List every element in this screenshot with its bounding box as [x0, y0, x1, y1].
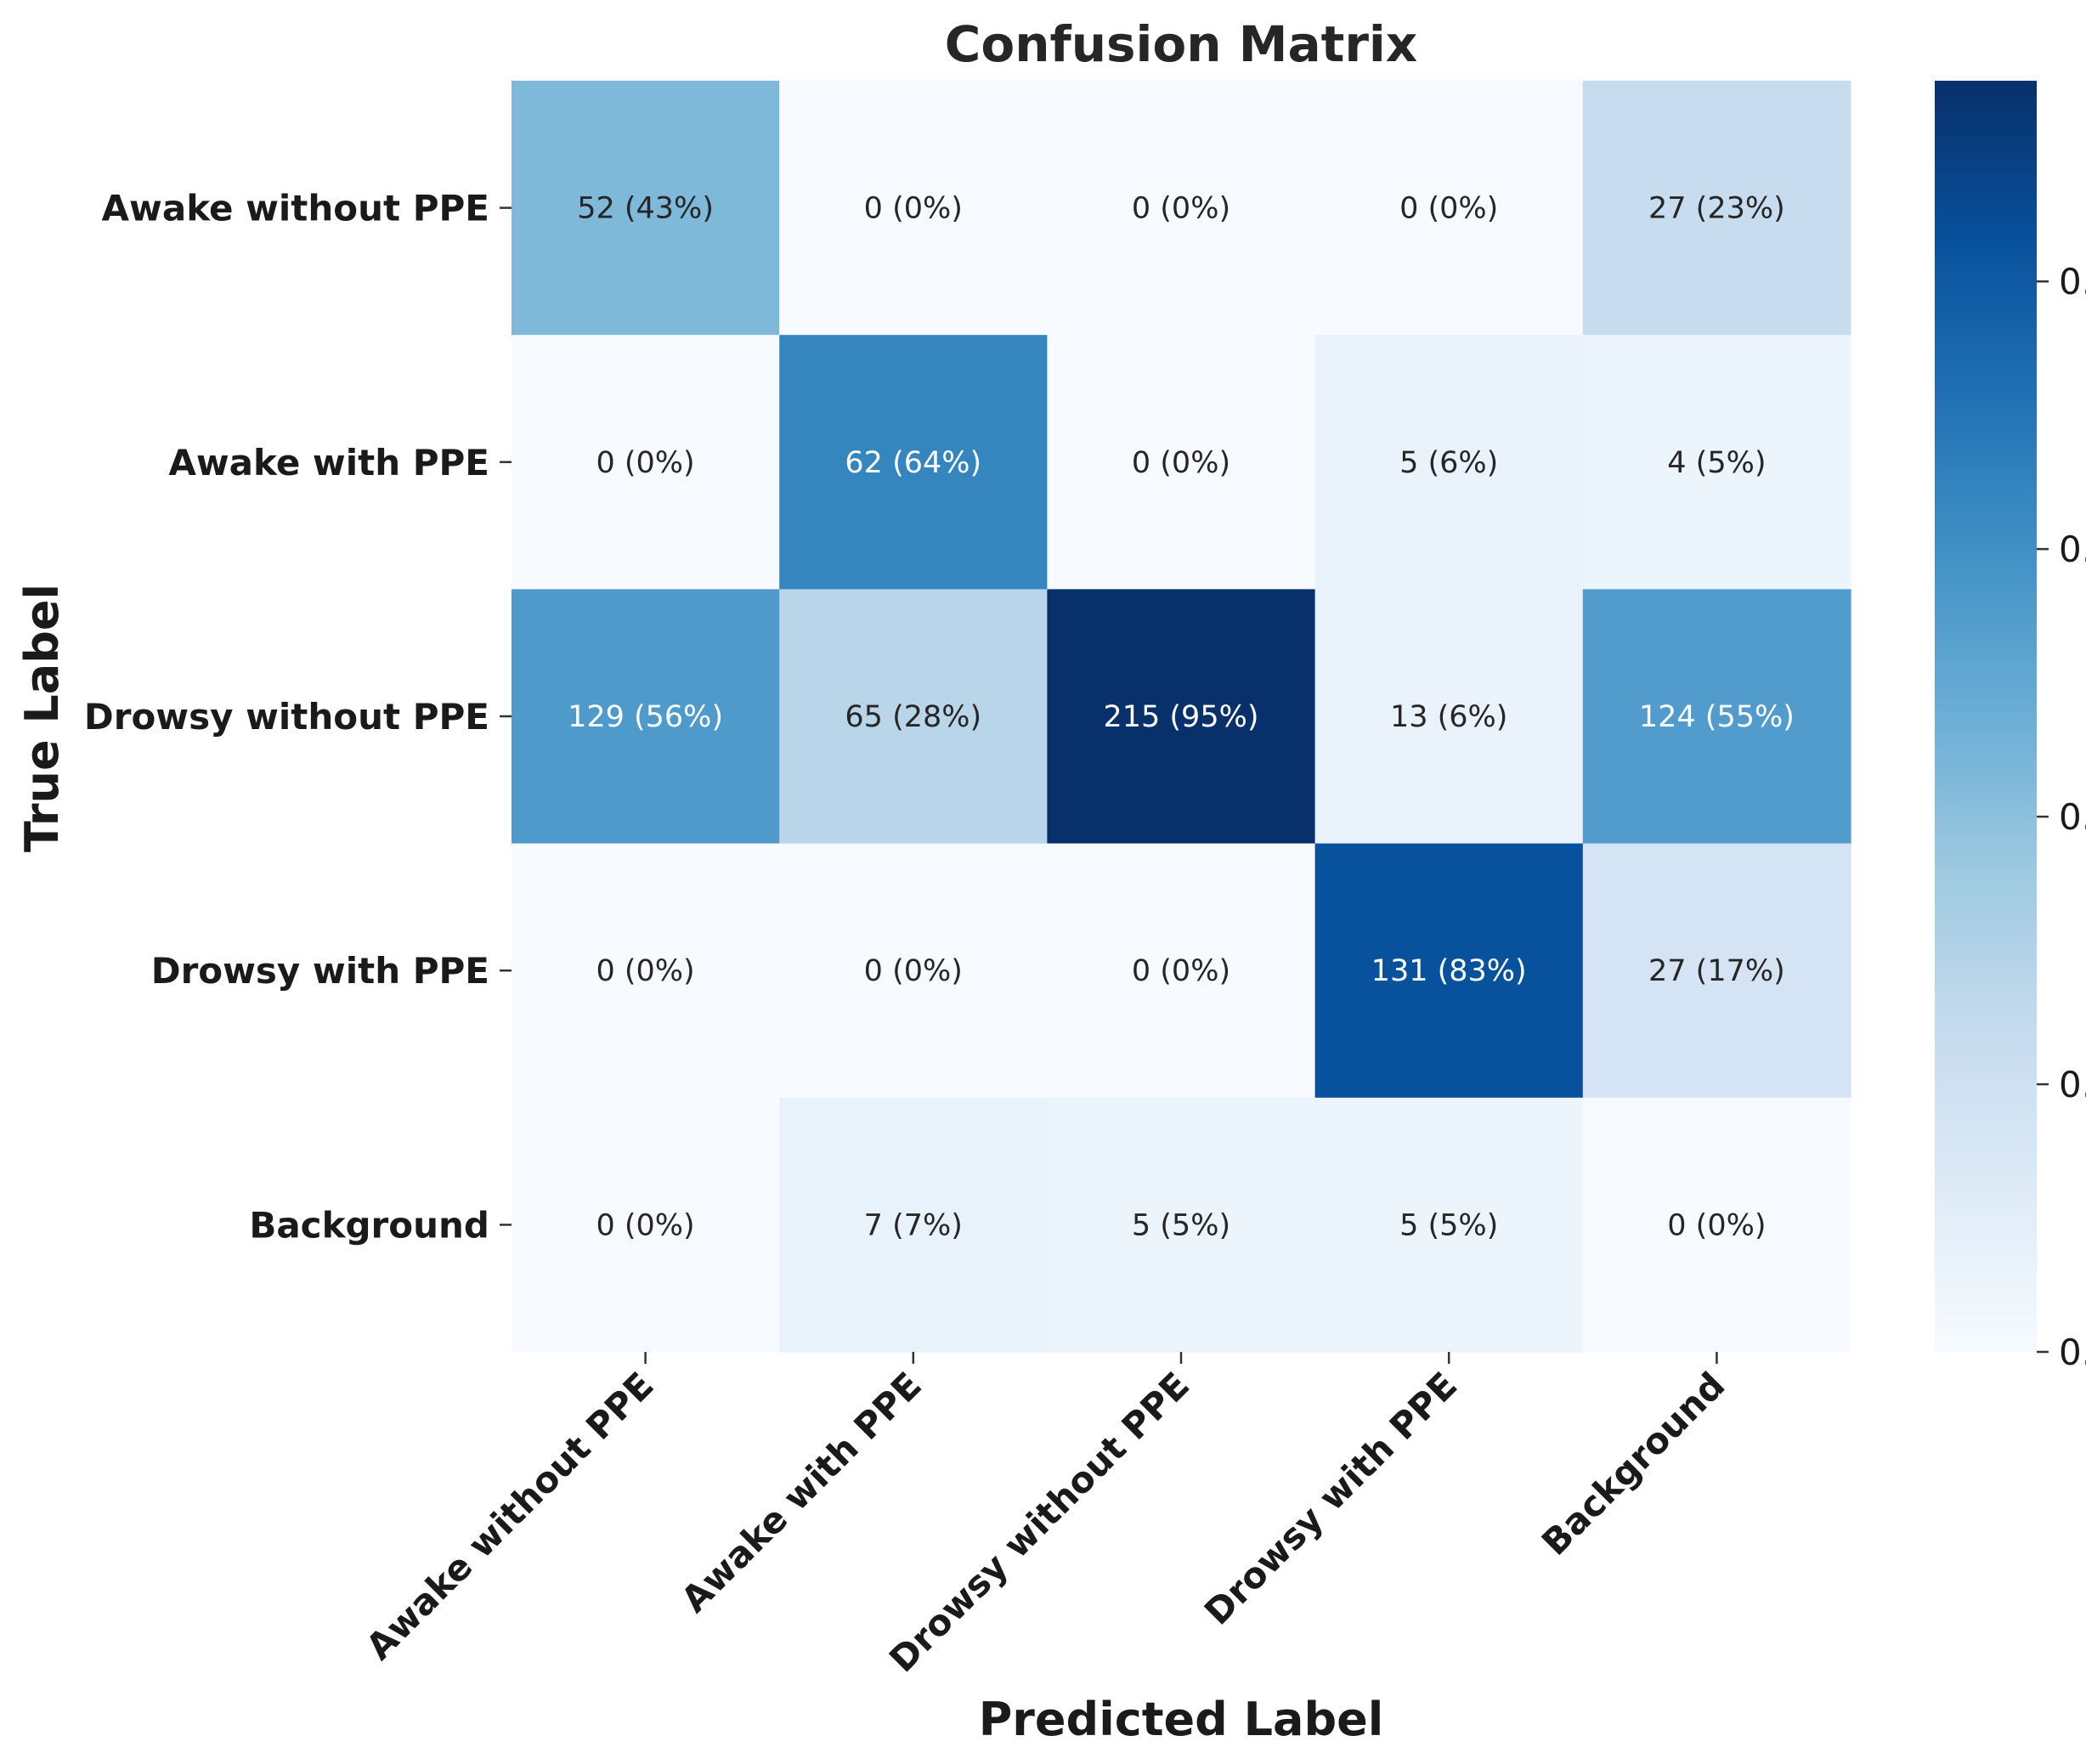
cell-annotation: 0 (0%): [864, 954, 963, 988]
cell-annotation: 0 (0%): [1132, 446, 1230, 480]
heatmap-cells: 52 (43%) 0 (0%) 0 (0%) 0 (0%) 27 (23%) 0 (0%)…: [512, 81, 1851, 1353]
cell-annotation: 215 (95%): [1103, 700, 1258, 734]
y-axis-label: True Label: [15, 584, 69, 852]
x-tick-label: Awake with PPE: [673, 1364, 930, 1620]
heatmap-cell: [512, 589, 780, 845]
cell-annotation: 0 (0%): [596, 1208, 694, 1242]
cell-annotation: 5 (5%): [1399, 1208, 1498, 1242]
heatmap-cell: [1047, 335, 1316, 590]
heatmap-cell: [512, 1097, 780, 1353]
x-axis-label: Predicted Label: [979, 1693, 1384, 1746]
heatmap-cell: [1582, 81, 1851, 336]
heatmap-cell: [1314, 1097, 1584, 1353]
colorbar-tick-label: 0.8: [2059, 261, 2086, 302]
cell-annotation: 0 (0%): [864, 192, 963, 226]
heatmap-cell: [512, 81, 780, 336]
heatmap-cell: [1582, 1097, 1851, 1353]
heatmap-cell: [1314, 843, 1584, 1099]
cell-annotation: 62 (64%): [845, 446, 981, 480]
cell-annotation: 0 (0%): [1132, 954, 1230, 988]
heatmap-cell: [779, 843, 1048, 1099]
x-tick-label: Background: [1534, 1364, 1733, 1563]
cell-annotation: 0 (0%): [596, 954, 694, 988]
heatmap-cell: [512, 335, 780, 590]
y-tick-label: Awake without PPE: [102, 188, 489, 229]
cell-annotation: 7 (7%): [864, 1208, 963, 1242]
colorbar-tick-label: 0.6: [2059, 529, 2086, 570]
y-tick-label: Background: [249, 1204, 489, 1246]
cell-annotation: 27 (23%): [1648, 192, 1785, 226]
cell-annotation: 129 (56%): [568, 700, 723, 734]
y-tick-label: Awake with PPE: [168, 442, 489, 483]
y-tick-label: Drowsy with PPE: [151, 950, 489, 992]
heatmap-cell: [1582, 843, 1851, 1099]
colorbar-tick-label: 0.2: [2059, 1064, 2086, 1105]
heatmap-cell: [779, 81, 1048, 336]
heatmap-cell: [1314, 335, 1584, 590]
heatmap-cell: [1047, 843, 1316, 1099]
cell-annotation: 131 (83%): [1371, 954, 1527, 988]
heatmap-cell: [1314, 589, 1584, 845]
colorbar-tick-label: 0.4: [2059, 796, 2086, 838]
cell-annotation: 124 (55%): [1639, 700, 1795, 734]
heatmap-cell: [1314, 81, 1584, 336]
heatmap-cell: [1582, 589, 1851, 845]
heatmap-cell: [1047, 589, 1316, 845]
cell-annotation: 4 (5%): [1667, 446, 1766, 480]
heatmap-cell: [1047, 81, 1316, 336]
cell-annotation: 52 (43%): [577, 192, 714, 226]
cell-annotation: 0 (0%): [1667, 1208, 1766, 1242]
x-tick-label: Drowsy with PPE: [1196, 1364, 1465, 1632]
heatmap-cell: [779, 335, 1048, 590]
heatmap-cell: [1582, 335, 1851, 590]
chart-title: Confusion Matrix: [945, 15, 1417, 73]
cell-annotation: 0 (0%): [1399, 192, 1498, 226]
y-axis-ticks: Awake without PPE Awake with PPE Drowsy wi…: [84, 188, 512, 1246]
cell-annotation: 65 (28%): [845, 700, 981, 734]
colorbar-gradient: [1935, 81, 2037, 1352]
cell-annotation: 5 (5%): [1132, 1208, 1230, 1242]
y-tick-label: Drowsy without PPE: [84, 696, 489, 738]
cell-annotation: 5 (6%): [1399, 446, 1498, 480]
cell-annotation: 13 (6%): [1390, 700, 1508, 734]
colorbar: 0.0 0.2 0.4 0.6 0.8: [1935, 81, 2086, 1373]
heatmap-cell: [779, 1097, 1048, 1353]
heatmap-cell: [512, 843, 780, 1099]
colorbar-tick-label: 0.0: [2059, 1331, 2086, 1373]
cell-annotation: 0 (0%): [1132, 192, 1230, 226]
x-tick-label: Drowsy without PPE: [881, 1364, 1197, 1680]
cell-annotation: 0 (0%): [596, 446, 694, 480]
heatmap-cell: [779, 589, 1048, 845]
cell-annotation: 27 (17%): [1648, 954, 1785, 988]
heatmap-cell: [1047, 1097, 1316, 1353]
x-tick-label: Awake without PPE: [358, 1364, 661, 1667]
